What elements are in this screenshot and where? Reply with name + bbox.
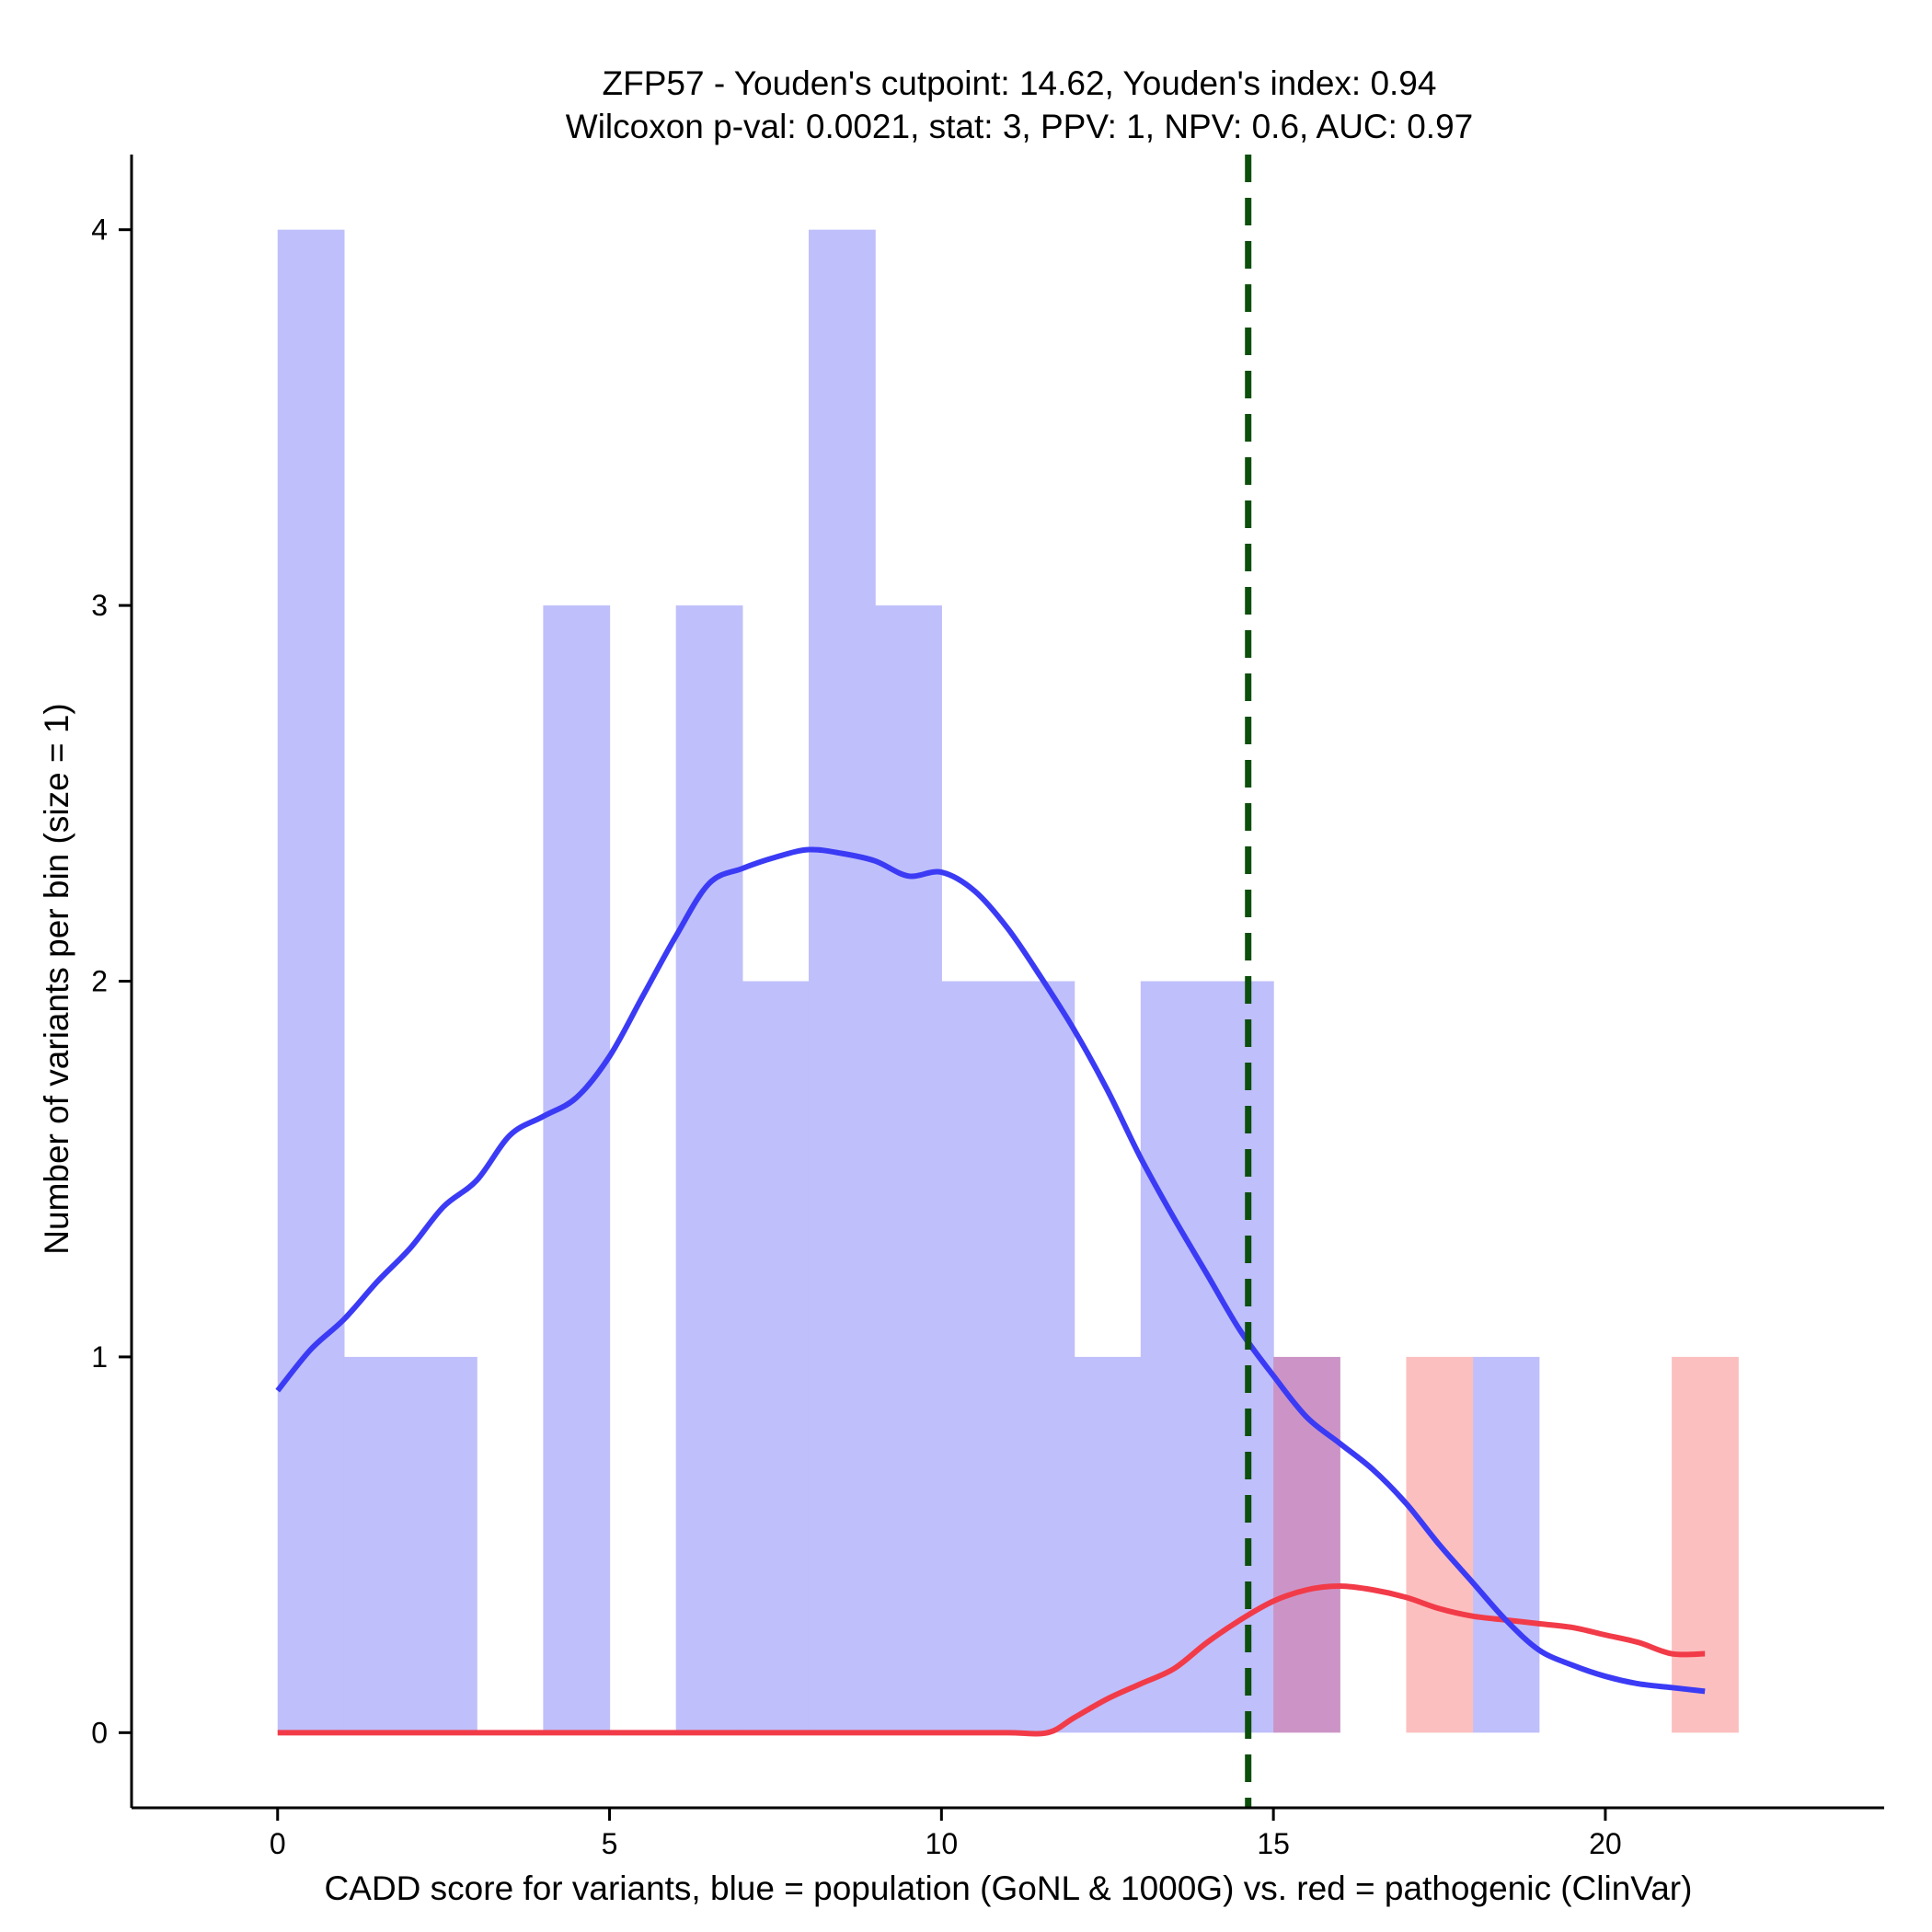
population-bar-9 [875,605,942,1733]
population-bar-10 [941,981,1009,1733]
y-tick-label-3: 3 [91,589,108,622]
y-axis-ticks: 0 1 2 3 4 [91,213,132,1749]
population-density-curve [275,846,1706,1695]
chart-title-line-2: Wilcoxon p-val: 0.0021, stat: 3, PPV: 1,… [566,108,1473,145]
x-tick-label-20: 20 [1589,1827,1622,1860]
population-bar-0 [277,229,345,1733]
x-tick-label-10: 10 [926,1827,959,1860]
population-bar-6 [675,605,743,1733]
pathogenic-bar-21 [1672,1356,1739,1733]
y-tick-label-4: 4 [91,213,108,247]
population-bar-2 [410,1356,477,1733]
x-tick-label-0: 0 [270,1827,286,1860]
y-tick-label-1: 1 [91,1340,108,1374]
population-bar-15 [1273,1356,1340,1733]
chart-title-line-1: ZFP57 - Youden's cutpoint: 14.62, Youden… [603,64,1437,102]
population-bar-11 [1007,981,1075,1733]
population-bar-4 [543,605,611,1733]
population-bar-1 [343,1356,411,1733]
histogram-bars [277,229,1739,1733]
x-tick-label-5: 5 [602,1827,618,1860]
population-bar-7 [742,981,810,1733]
pathogenic-density-curve [277,1583,1706,1737]
x-tick-label-15: 15 [1257,1827,1290,1860]
population-bar-8 [809,229,876,1733]
x-axis-label: CADD score for variants, blue = populati… [325,1869,1693,1907]
density-curves [275,846,1706,1737]
y-tick-label-2: 2 [91,965,108,998]
population-bar-13 [1140,981,1208,1733]
y-tick-label-0: 0 [91,1716,108,1749]
population-bar-12 [1074,1356,1142,1733]
x-axis-ticks: 0 5 10 15 20 [270,1808,1622,1860]
y-axis-label: Number of variants per bin (size = 1) [38,703,75,1254]
population-bar-18 [1472,1356,1540,1733]
